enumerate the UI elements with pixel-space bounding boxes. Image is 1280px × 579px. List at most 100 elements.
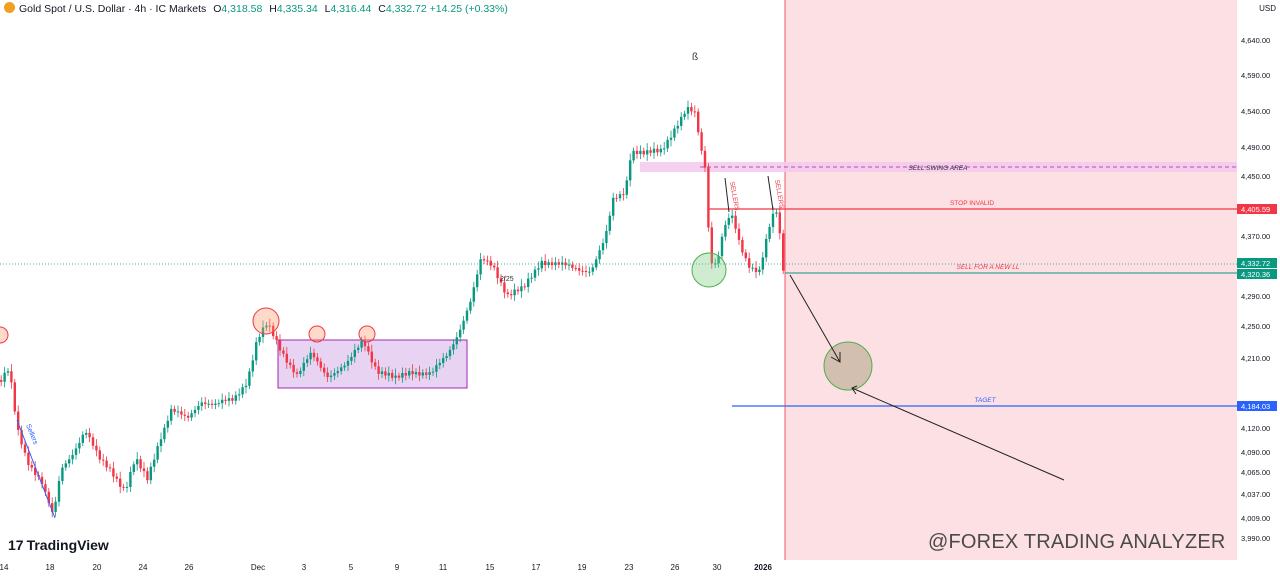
candle-body [105,460,108,468]
candle-body [333,373,336,376]
candle-body [771,213,775,227]
candle-body [268,325,271,327]
swing-high-circle [252,307,280,335]
consolidation-box [277,339,468,389]
candle-body [187,415,190,418]
candle-body [139,459,142,469]
sellers-diag-label: Sellers [24,423,39,446]
candle-body [761,257,764,270]
candle-body [129,471,132,487]
candle-body [71,454,74,460]
candle-body [703,150,707,168]
candle-body [442,358,445,363]
candles-group [0,100,785,518]
sellers-arrow-left [724,177,730,213]
candle-body [156,446,159,460]
swing-high-circle [308,325,326,343]
candle-body [537,268,540,270]
candle-body [329,375,333,378]
candle-body [10,371,13,383]
candle-body [418,372,421,376]
candle-body [251,360,254,372]
time-axis-label: 26 [185,563,194,572]
candle-body [489,260,492,266]
candle-body [227,398,231,401]
symbol-header[interactable]: Gold Spot / U.S. Dollar · 4h · IC Market… [0,0,508,18]
candle-body [380,371,384,374]
candle-body [520,286,523,292]
candle-body [530,277,533,279]
candle-body [353,349,356,357]
candle-body [159,439,163,447]
candle-body [95,445,98,451]
candle-body [574,267,577,269]
candle-body [744,252,747,259]
candle-body [503,282,506,293]
candle-body [486,260,489,262]
candle-body [57,481,61,502]
price-badges: 4,405.59 4,332.72 4,320.36 4,184.03 [1237,204,1277,411]
candle-body [588,271,591,273]
close-label: C [378,3,386,15]
candle-body [343,365,346,368]
candle-body [523,286,526,288]
price-axis-label: 4,290.00 [1241,292,1270,301]
candle-body [306,359,309,363]
candle-body [455,337,458,345]
time-axis-label: 24 [139,563,148,572]
candle-body [547,262,550,266]
candle-body [336,371,339,374]
swing-high-circle [0,326,9,344]
tradingview-wordmark: TradingView [26,537,109,553]
candle-body [340,367,343,372]
candle-body [754,267,758,273]
candle-body [214,403,217,405]
candle-body [533,269,537,278]
candle-body [224,399,227,401]
currency-label[interactable]: USD [1259,4,1276,13]
candle-body [112,468,115,477]
candle-body [656,148,659,153]
candle-body [132,464,135,472]
candle-body [200,402,203,406]
candle-body [183,414,186,416]
candle-body [272,325,275,337]
candle-body [282,350,285,354]
candle-body [153,459,156,467]
price-axis-label: 4,590.00 [1241,71,1270,80]
candle-body [238,394,241,396]
candle-body [122,486,125,488]
candle-body [635,150,639,155]
candle-body [323,367,326,373]
candle-body [479,259,482,275]
candle-body [350,356,353,361]
time-axis-label: 26 [671,563,680,572]
price-axis-label: 4,490.00 [1241,143,1270,152]
time-axis-label: 3 [302,563,307,572]
candle-body [625,180,628,195]
candle-body [88,432,91,438]
candle-body [707,167,710,228]
candle-body [428,372,431,375]
sell-entry-label: SELL FOR A NEW LL [957,264,1020,271]
candle-body [51,503,54,512]
candle-body [459,329,462,338]
author-credit: @FOREX TRADING ANALYZER [928,531,1226,553]
candle-body [591,267,594,272]
candle-body [445,356,448,359]
candle-body [302,362,305,371]
tradingview-watermark[interactable]: 17 TradingView [8,537,109,553]
candle-body [346,360,350,366]
candle-body [581,270,584,272]
candle-body [244,385,248,388]
candle-body [374,362,377,367]
open-value: 4,318.58 [221,3,263,15]
candle-body [20,429,23,445]
candle-body [714,263,717,265]
candle-body [717,256,720,264]
candle-body [499,278,503,283]
support-circle [691,252,727,288]
candle-body [61,467,64,482]
